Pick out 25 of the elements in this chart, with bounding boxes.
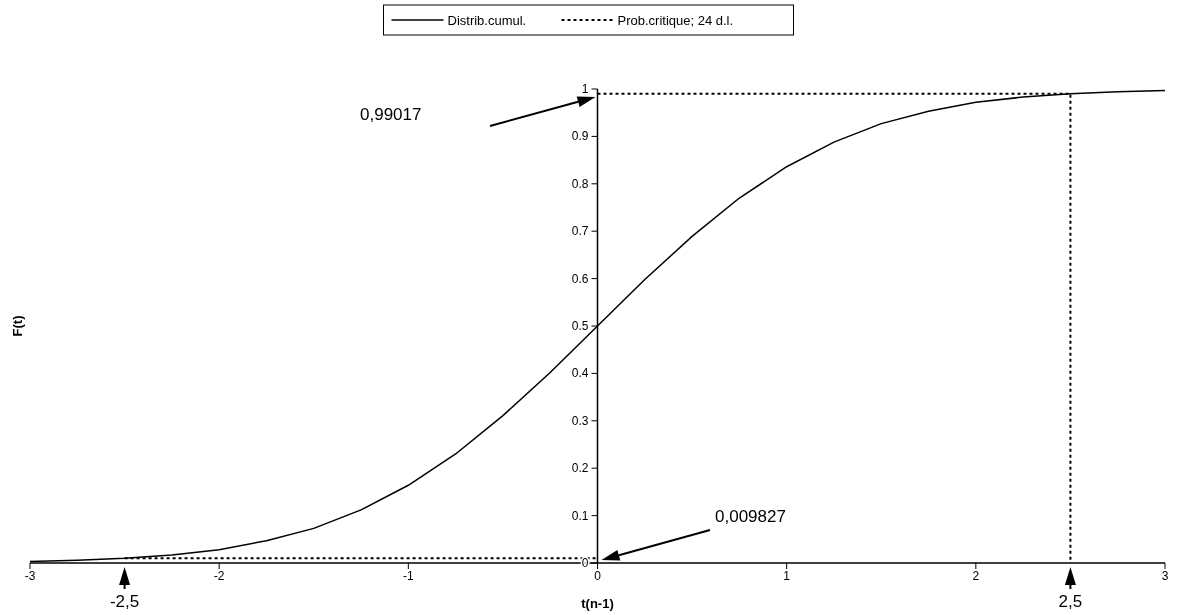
y-tick-label: 0.1 (571, 508, 589, 523)
y-tick-label: 0.9 (571, 129, 589, 144)
annotation: -2,5 (109, 592, 140, 611)
y-tick-label: 0.2 (571, 461, 589, 476)
legend-label: Prob.critique; 24 d.l. (617, 13, 734, 28)
annotation: 0,009827 (715, 507, 786, 526)
x-tick-label: 0 (594, 569, 602, 583)
x-axis-title: t(n-1) (581, 596, 614, 611)
y-tick-label: 0.8 (571, 176, 589, 191)
y-tick-label: 0.7 (571, 224, 589, 239)
x-tick-label: 2 (972, 569, 980, 583)
legend-label: Distrib.cumul. (447, 13, 527, 28)
annotation: 2,5 (1058, 592, 1083, 611)
x-tick-label: 3 (1161, 569, 1169, 583)
y-tick-label: 0.4 (571, 366, 589, 381)
x-tick-label: 1 (783, 569, 791, 583)
y-tick-label: 1 (581, 82, 589, 96)
x-tick-label: -2 (213, 569, 225, 583)
y-tick-label: 0.6 (571, 271, 589, 286)
x-tick-label: -1 (403, 569, 414, 583)
y-axis-title: F(t) (10, 315, 25, 337)
annotation: 0,99017 (360, 105, 422, 124)
y-tick-label: 0.5 (571, 319, 589, 333)
x-tick-label: -3 (24, 569, 36, 583)
y-tick-label: 0.3 (571, 413, 589, 428)
